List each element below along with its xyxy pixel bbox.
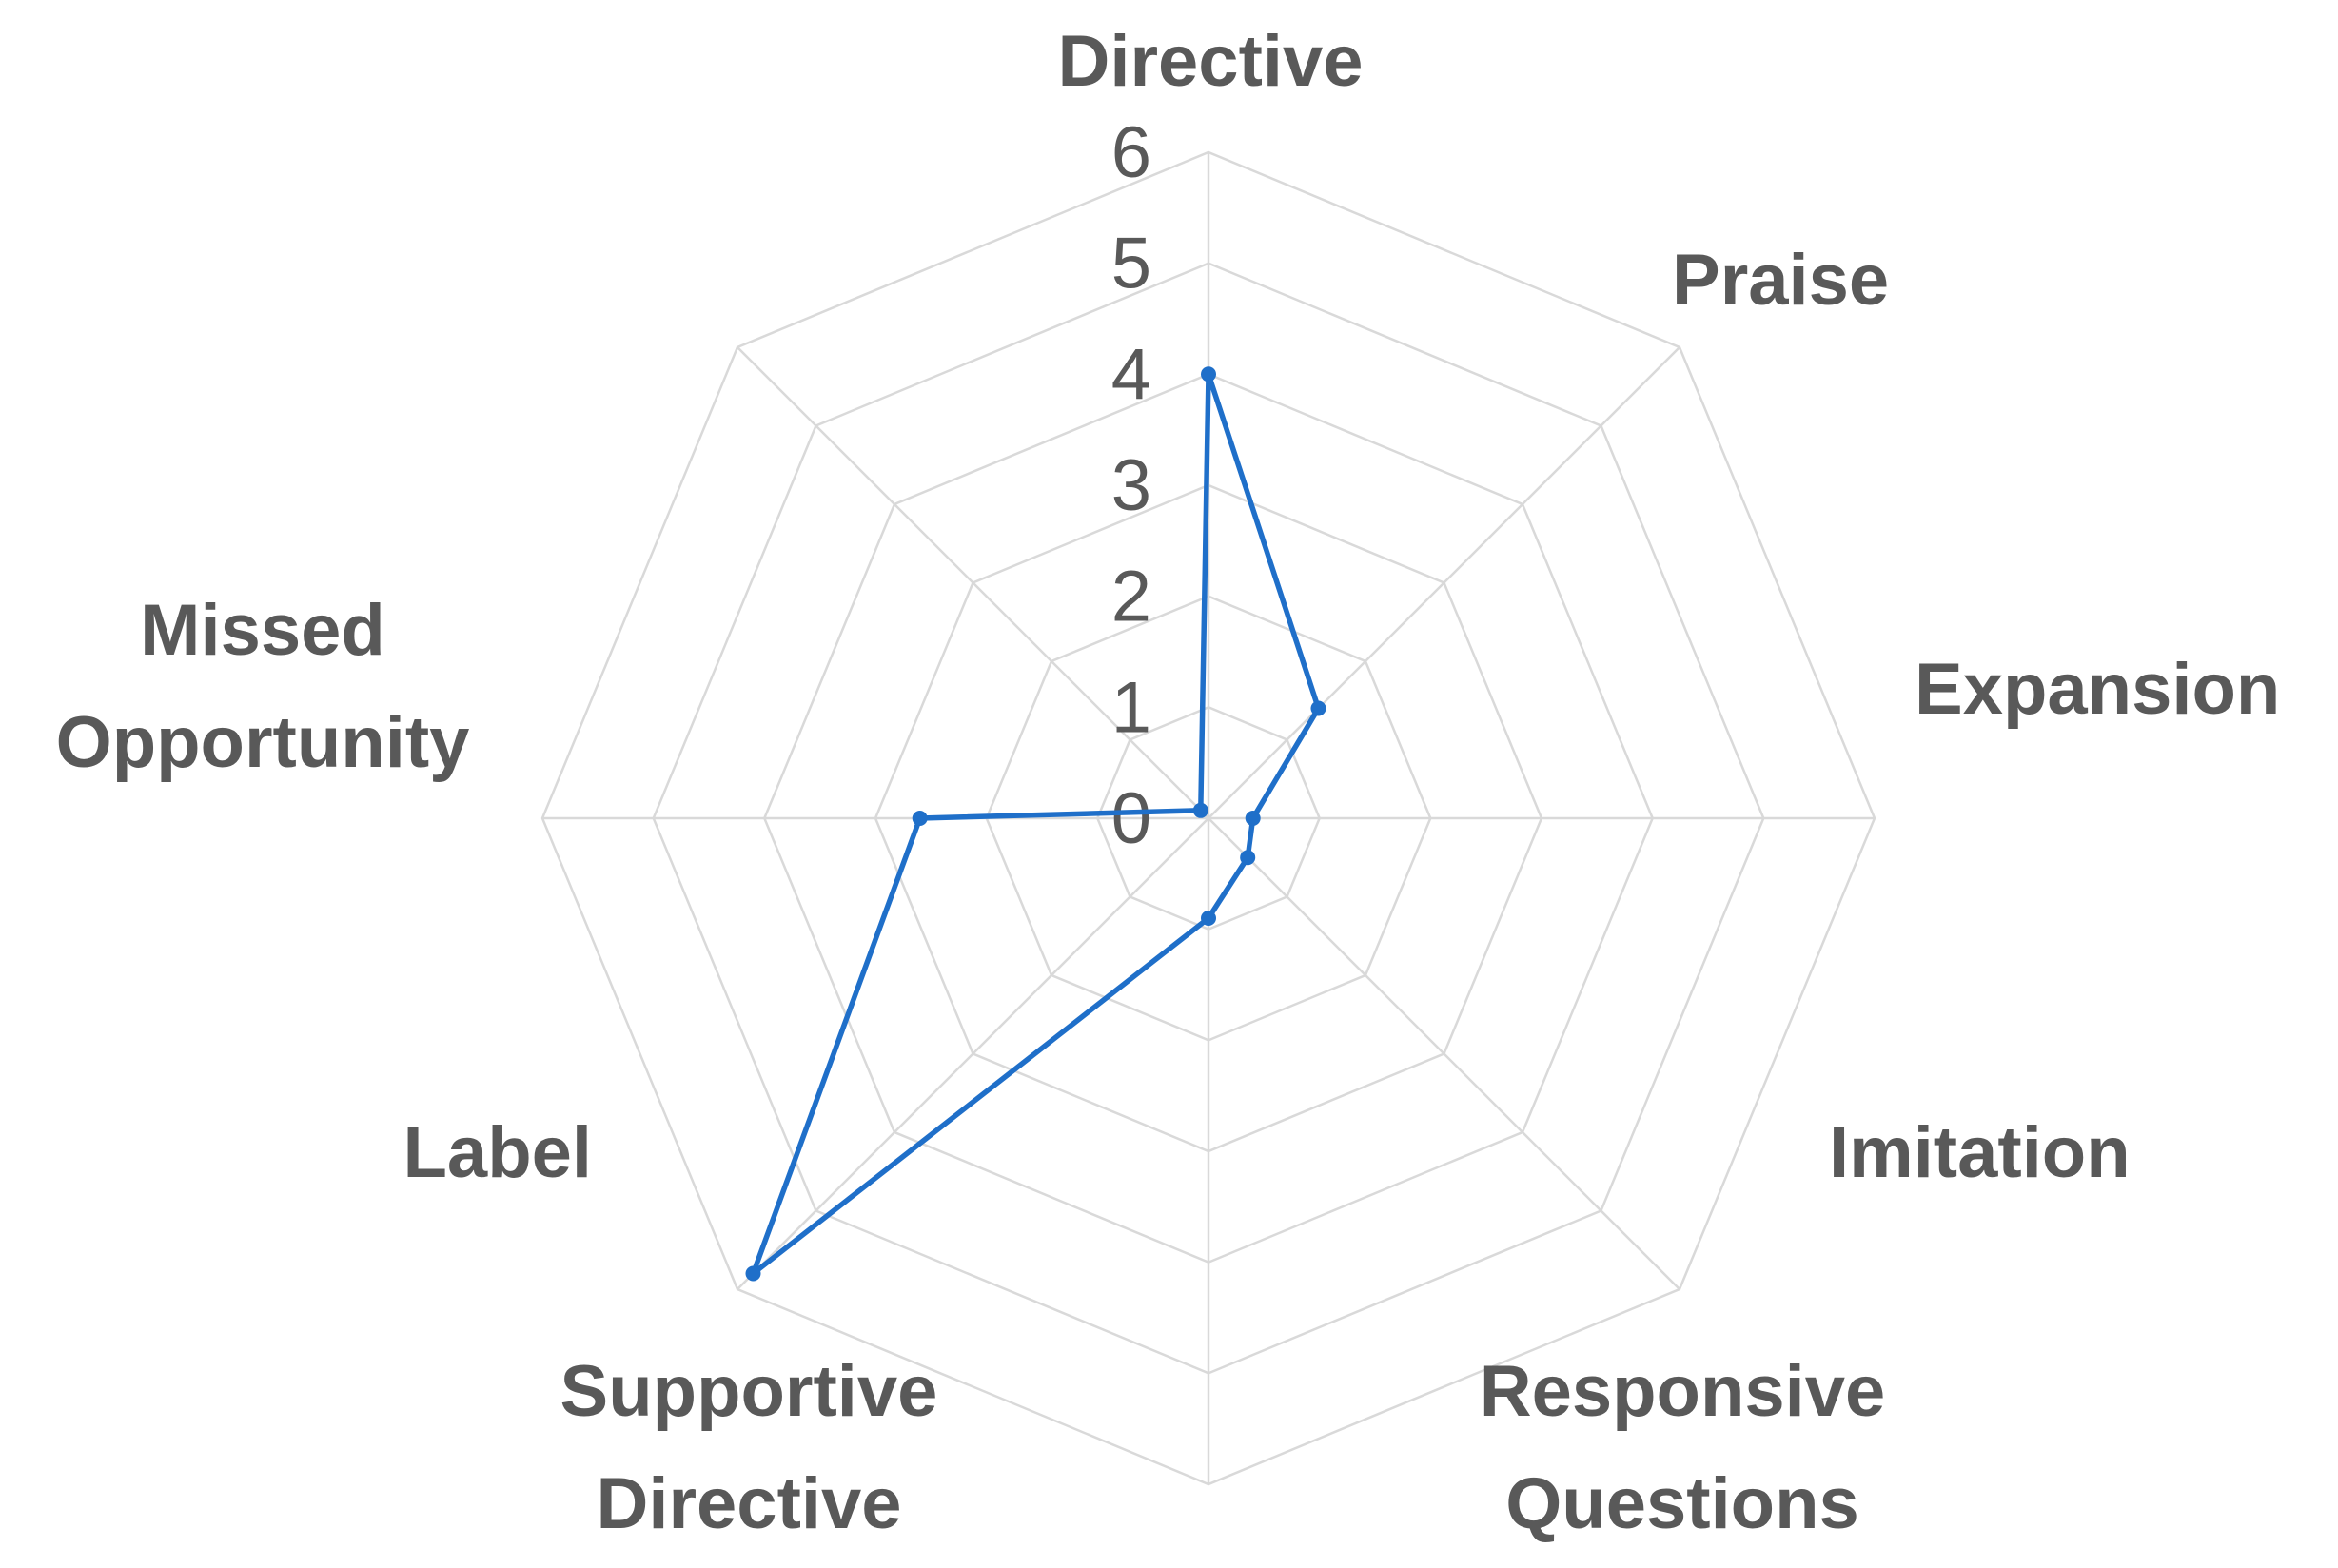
category-label-expansion: Expansion <box>1915 649 2280 730</box>
spoke-praise <box>1208 346 1680 819</box>
radial-tick-labels: 0 1 2 3 4 5 6 <box>1111 112 1151 859</box>
data-point-responsive-questions <box>1201 911 1216 926</box>
category-label-praise: Praise <box>1672 240 1889 321</box>
series-line-1 <box>750 371 1322 1277</box>
data-point-supportive-directive <box>745 1265 761 1282</box>
data-point-praise <box>1310 700 1326 716</box>
spoke-imitation <box>1208 817 1680 1290</box>
data-point-directive <box>1201 366 1216 382</box>
tick-label-1: 1 <box>1111 667 1151 748</box>
spoke-missed-opportunity <box>737 346 1209 819</box>
spoke-supportive-directive <box>737 817 1209 1290</box>
category-label-responsive-questions: Responsive Questions <box>1480 1351 1886 1544</box>
tick-label-6: 6 <box>1111 112 1151 193</box>
category-label-imitation: Imitation <box>1829 1112 2131 1193</box>
grid-layer <box>540 150 1876 1486</box>
data-point-expansion <box>1245 811 1261 826</box>
category-label-missed-opportunity: Missed Opportunity <box>56 590 470 783</box>
data-point-missed-opportunity <box>1192 802 1208 818</box>
series-layer <box>745 366 1326 1282</box>
data-point-label <box>912 811 928 826</box>
category-label-directive: Directive <box>1057 21 1363 102</box>
category-labels: Directive Praise Expansion Imitation Respons… <box>56 21 2281 1544</box>
tick-label-4: 4 <box>1111 334 1151 415</box>
tick-label-3: 3 <box>1111 445 1151 526</box>
tick-label-2: 2 <box>1111 557 1151 637</box>
tick-label-5: 5 <box>1111 224 1151 304</box>
tick-label-0: 0 <box>1111 778 1151 859</box>
category-label-supportive-directive: Supportive Directive <box>560 1351 938 1544</box>
category-label-label: Label <box>403 1112 593 1193</box>
data-point-imitation <box>1240 850 1256 866</box>
